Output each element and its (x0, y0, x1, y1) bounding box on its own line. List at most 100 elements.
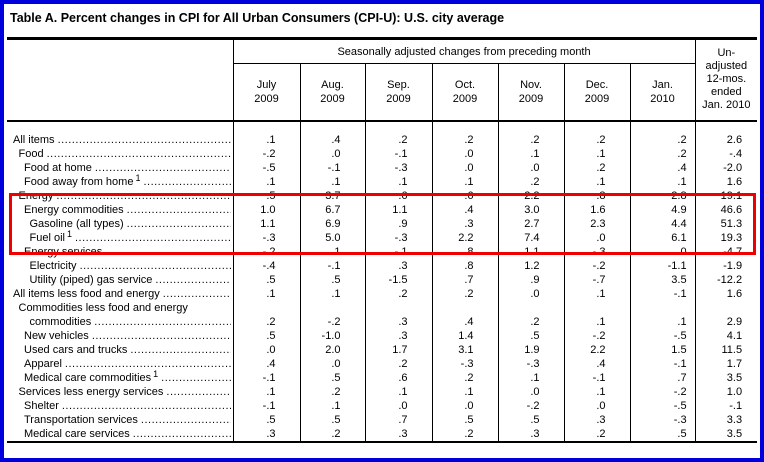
value-cell: 6.7 (300, 202, 366, 217)
value-cell: .0 (630, 244, 696, 259)
dot-leader: ........................................… (94, 161, 231, 174)
annual-value-cell: -1.9 (723, 259, 743, 272)
value-cell: .6 (365, 370, 433, 385)
table-row: Utility (piped) gas service.............… (7, 272, 757, 287)
value-cell: .9 (365, 216, 433, 231)
row-label: Utility (piped) gas service (29, 273, 153, 286)
value-cell: .7 (432, 272, 499, 287)
row-label: All items less food and energy (13, 287, 160, 300)
value-cell: .0 (365, 398, 433, 413)
row-label: Medical care services (24, 427, 130, 440)
table-row: Used cars and trucks....................… (7, 342, 757, 357)
dot-leader: ........................................… (91, 329, 231, 342)
dot-leader: ........................................… (126, 203, 231, 216)
value-cell: -.2 (630, 384, 696, 399)
value-cell: -.1 (365, 146, 433, 161)
value-cell: .0 (300, 356, 366, 371)
value-cell: .0 (564, 230, 631, 245)
value-cell: .6 (365, 188, 433, 203)
footnote-marker: 1 (135, 172, 141, 183)
month-column-header: Oct. 2009 (432, 63, 499, 122)
row-label-cell: Medical care commodities 1...............… (7, 369, 234, 385)
value-cell: .0 (233, 342, 301, 357)
row-label-cell: Services less energy services...........… (7, 384, 234, 399)
annual-value-cell: 46.6 (720, 203, 743, 216)
dot-leader: ........................................… (94, 315, 230, 328)
row-label-cell: Energy commodities......................… (7, 202, 234, 217)
table-row: Fuel oil 1...............................… (7, 228, 757, 245)
value-cell: -.3 (564, 244, 631, 259)
dot-leader: ........................................… (162, 287, 231, 300)
dot-leader: ........................................… (140, 413, 231, 426)
value-cell: -1.5 (365, 272, 433, 287)
row-label-cell: Food away from home 1....................… (7, 172, 234, 189)
table-row: Food away from home 1....................… (7, 172, 757, 189)
value-cell: .1 (365, 384, 433, 399)
row-label: Shelter (24, 399, 59, 412)
value-cell: .0 (498, 160, 565, 175)
month-column-header: Aug. 2009 (300, 63, 366, 122)
value-cell: .5 (233, 328, 301, 343)
value-cell: .2 (498, 300, 565, 329)
value-cell: 3.5 (630, 272, 696, 287)
annual-value-cell: 2.9 (726, 315, 743, 328)
month-column-header: July 2009 (233, 63, 301, 122)
value-cell: .3 (365, 300, 433, 329)
row-label: New vehicles (24, 329, 89, 342)
spacer-cell (365, 120, 433, 133)
dot-leader: ........................................… (74, 231, 231, 244)
value-cell: 2.2 (564, 342, 631, 357)
value-cell: .4 (432, 202, 499, 217)
dot-leader: ........................................… (56, 189, 231, 202)
annual-value-cell: 1.6 (726, 175, 743, 188)
value-cell: .5 (300, 370, 366, 385)
value-cell: .5 (233, 272, 301, 287)
value-cell: 1.2 (498, 258, 565, 273)
value-cell: .0 (432, 160, 499, 175)
value-cell: .3 (432, 216, 499, 231)
row-label-cell: New vehicles............................… (7, 328, 234, 343)
value-cell: .4 (432, 300, 499, 329)
value-cell: .1 (233, 132, 301, 147)
value-cell: .1 (564, 384, 631, 399)
value-cell: .2 (233, 300, 301, 329)
row-label: Fuel oil 1 (29, 228, 72, 244)
value-cell: .8 (564, 188, 631, 203)
value-cell: -.1 (630, 356, 696, 371)
row-label: Food at home (24, 161, 92, 174)
table-row: Transportation services.................… (7, 412, 757, 427)
row-label-cell: Used cars and trucks....................… (7, 342, 234, 357)
value-cell: 4.4 (630, 216, 696, 231)
seasonal-header: Seasonally adjusted changes from precedi… (233, 38, 696, 64)
value-cell: .2 (498, 132, 565, 147)
value-cell: 2.8 (630, 188, 696, 203)
row-label-cell: Apparel.................................… (7, 356, 234, 371)
value-cell: .3 (365, 426, 433, 442)
table-row: Food....................................… (7, 146, 757, 161)
row-label-cell: Food....................................… (7, 146, 234, 161)
value-cell: .1 (233, 174, 301, 189)
value-cell: -.5 (630, 398, 696, 413)
value-cell: .4 (300, 132, 366, 147)
annual-value-cell: -4.7 (723, 245, 743, 258)
row-label-cell: Gasoline (all types)....................… (7, 216, 234, 231)
value-cell: .3 (365, 258, 433, 273)
spacer-cell (630, 120, 696, 133)
value-cell: .2 (365, 286, 433, 301)
value-cell: .4 (233, 356, 301, 371)
annual-value-cell: 1.0 (726, 385, 743, 398)
annual-value-cell: 4.1 (726, 329, 743, 342)
table-row: Food at home............................… (7, 160, 757, 175)
value-cell: .1 (300, 244, 366, 259)
value-cell: -.1 (233, 398, 301, 413)
dot-leader: ........................................… (79, 259, 231, 272)
row-label: Used cars and trucks (24, 343, 128, 356)
table-row: All items...............................… (7, 132, 757, 147)
value-cell: 1.6 (564, 202, 631, 217)
unadjusted-header: Un- adjusted 12-mos. ended Jan. 2010 (695, 38, 758, 122)
value-cell: -.3 (365, 160, 433, 175)
table-row: Services less energy services...........… (7, 384, 757, 399)
value-cell: -1.1 (630, 258, 696, 273)
value-cell: 1.1 (365, 202, 433, 217)
annual-value-cell: -.4 (729, 147, 743, 160)
